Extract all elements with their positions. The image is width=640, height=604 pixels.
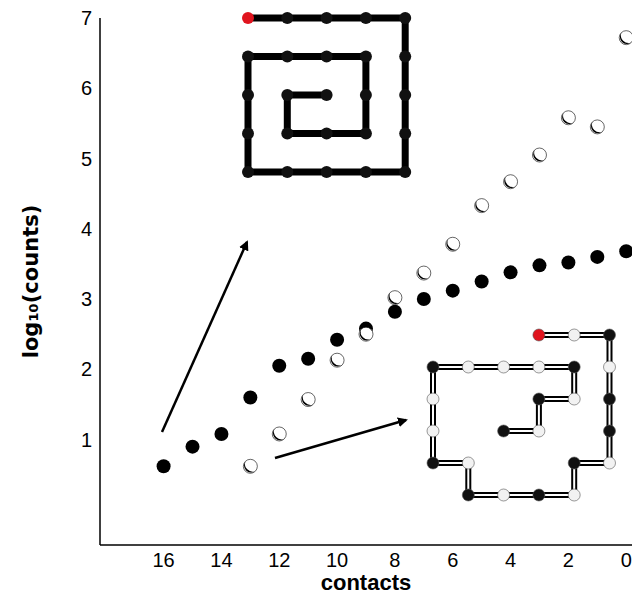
svg-text:2: 2 (81, 358, 92, 380)
svg-text:2: 2 (563, 549, 574, 571)
svg-text:0: 0 (621, 549, 632, 571)
svg-text:3: 3 (81, 288, 92, 310)
svg-text:4: 4 (505, 549, 516, 571)
svg-text:10: 10 (326, 549, 348, 571)
svg-text:12: 12 (268, 549, 290, 571)
svg-text:16: 16 (152, 549, 174, 571)
svg-text:5: 5 (81, 148, 92, 170)
svg-text:7: 7 (81, 7, 92, 29)
svg-text:6: 6 (447, 549, 458, 571)
svg-text:4: 4 (81, 218, 92, 240)
svg-text:8: 8 (389, 549, 400, 571)
svg-text:contacts: contacts (321, 570, 411, 595)
svg-text:6: 6 (81, 77, 92, 99)
svg-text:14: 14 (210, 549, 232, 571)
svg-text:log₁₀(counts): log₁₀(counts) (19, 205, 43, 359)
svg-text:1: 1 (81, 429, 92, 451)
